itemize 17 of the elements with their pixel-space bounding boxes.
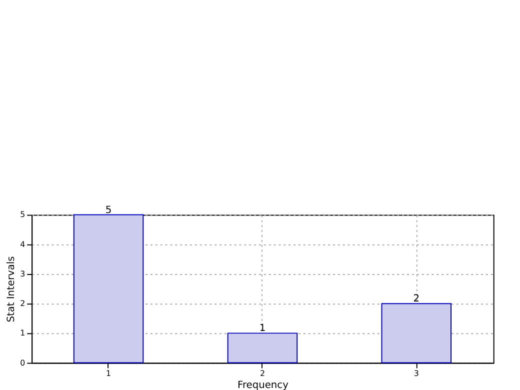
x-axis-title: Frequency: [237, 380, 289, 390]
data-label: 2: [413, 294, 420, 305]
y-tick-label: 3: [20, 269, 26, 278]
bar: [73, 214, 144, 364]
data-label: 5: [105, 204, 112, 216]
x-tick-label: 3: [414, 369, 419, 378]
y-tick-label: 1: [20, 328, 26, 338]
bar: [381, 303, 452, 364]
y-tick-label: 4: [20, 240, 26, 249]
y-tick-label: 2: [20, 299, 26, 308]
y-tick-label: 5: [20, 210, 26, 220]
y-tick-label: 0: [20, 358, 26, 368]
x-tick-label: 2: [260, 369, 265, 378]
data-label: 1: [259, 323, 266, 334]
x-tick-label: 1: [106, 369, 112, 378]
bar: [227, 332, 298, 364]
y-axis-title: Stat Intervals: [6, 256, 18, 322]
